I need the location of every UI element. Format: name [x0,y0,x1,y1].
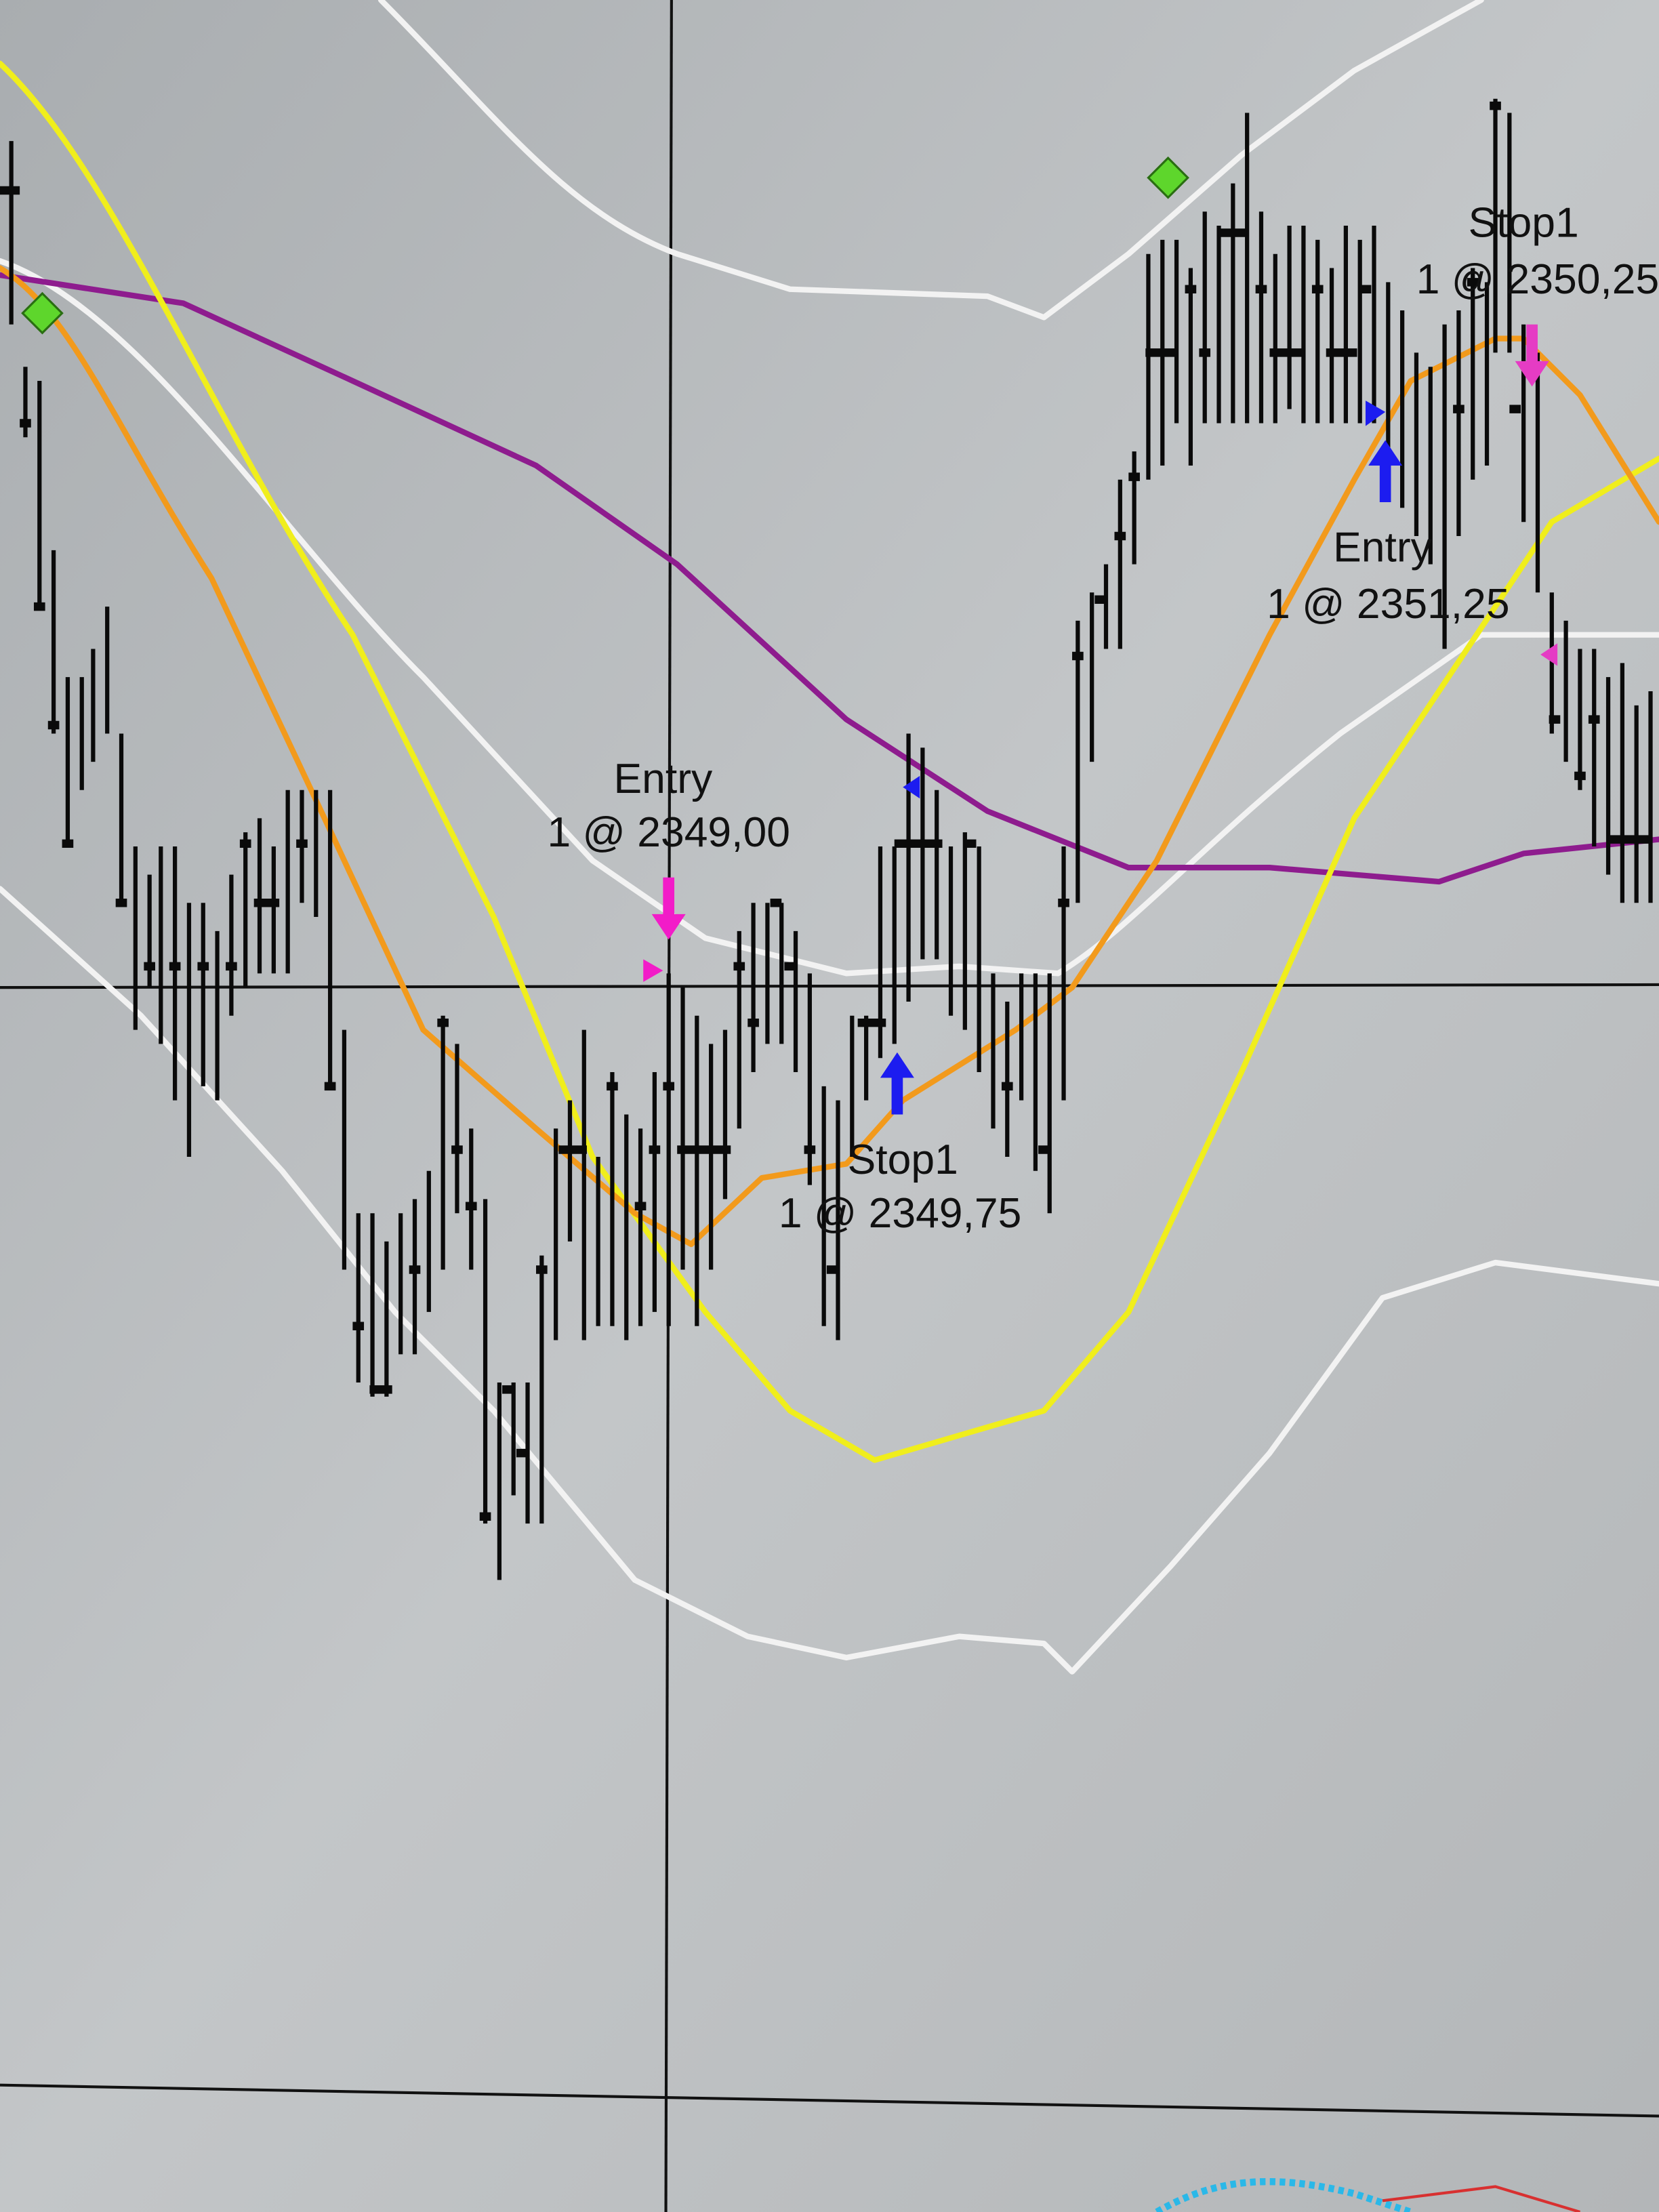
lower-panel-indicator [1155,2177,1412,2212]
stop-marker [1540,643,1558,666]
yellow-average [0,60,1659,1463]
annotation-label: Stop1 [1469,199,1579,247]
annotation-detail: 1 @ 2350,25 [1416,255,1659,303]
annotation-detail: 1 @ 2351,25 [1267,580,1510,628]
crosshair-horizontal [0,983,1659,989]
annotation-detail: 1 @ 2349,00 [547,808,790,856]
stop-marker [903,775,920,799]
signal-diamond [21,291,64,335]
entry-marker [643,959,663,982]
lower-panel-indicator [1382,2185,1581,2212]
entry-marker [1366,401,1386,426]
price-bar-ticks [0,101,1651,1521]
entry-arrow-up [1368,440,1403,503]
annotation-label: Entry [1333,523,1433,571]
middle-band [0,258,1659,977]
annotation-label: Entry [614,755,714,802]
price-bars [9,98,1653,1580]
annotation-label: Stop1 [848,1136,958,1183]
upper-band [377,0,1484,321]
stop-arrow-up [880,1052,914,1115]
lower-band [0,886,1659,1675]
panel-separator [0,2083,1659,2118]
stop-arrow-down [1515,324,1549,387]
annotation-detail: 1 @ 2349,75 [779,1189,1022,1237]
entry-arrow-down [651,877,686,940]
purple-average [0,272,1659,885]
signal-diamond [1147,156,1189,199]
